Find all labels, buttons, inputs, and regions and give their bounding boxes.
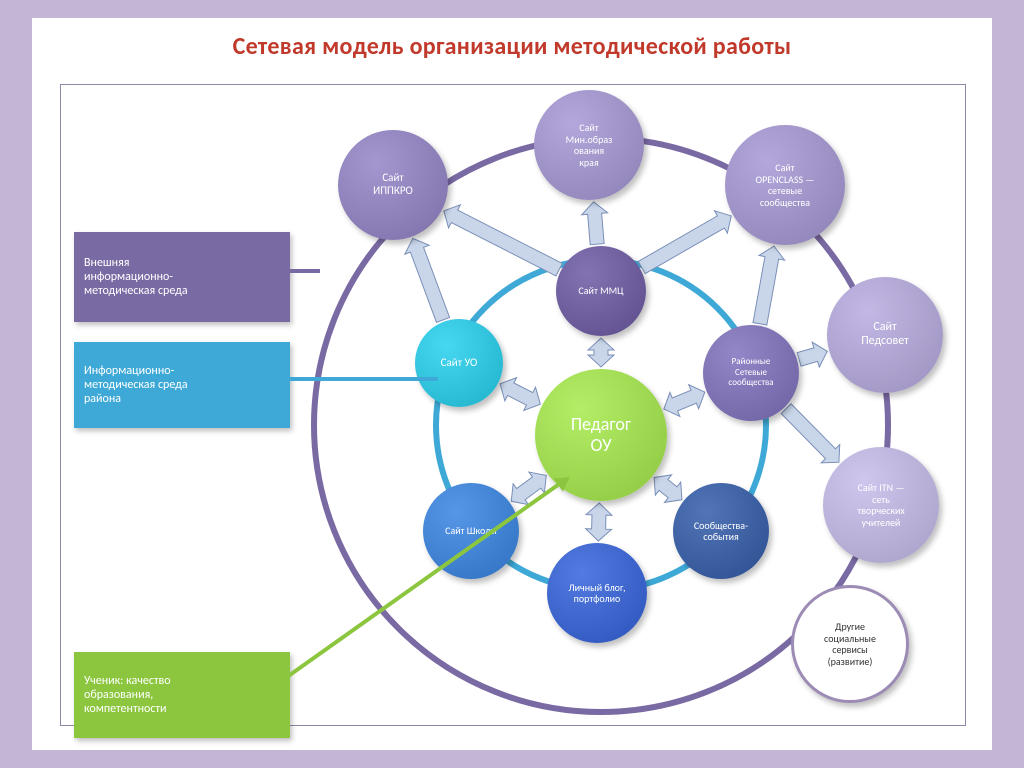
legends-layer: Внешняяинформационно-методическая среда И… [32, 18, 992, 750]
legend-pupil: Ученик: качествообразования,компетентнос… [74, 652, 290, 738]
legend-line-raion [270, 377, 438, 381]
legend-ext: Внешняяинформационно-методическая среда [74, 232, 290, 322]
page-background: Сетевая модель организации методической … [0, 0, 1024, 768]
legend-line-pupil [269, 480, 563, 690]
legend-label: Внешняяинформационно-методическая среда [84, 256, 188, 298]
legend-label: Информационно-методическая средарайона [84, 364, 188, 406]
slide: Сетевая модель организации методической … [32, 18, 992, 750]
legend-label: Ученик: качествообразования,компетентнос… [84, 674, 171, 716]
legend-raion: Информационно-методическая средарайона [74, 342, 290, 428]
legend-line-ext [270, 269, 320, 273]
legend-arrowhead-pupil [554, 470, 575, 491]
